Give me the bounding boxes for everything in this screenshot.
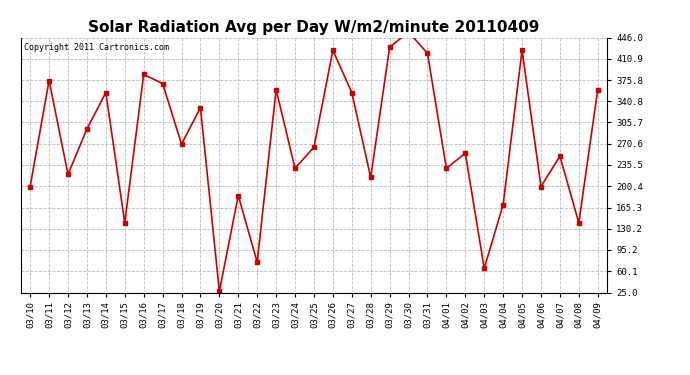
- Title: Solar Radiation Avg per Day W/m2/minute 20110409: Solar Radiation Avg per Day W/m2/minute …: [88, 20, 540, 35]
- Text: Copyright 2011 Cartronics.com: Copyright 2011 Cartronics.com: [23, 43, 168, 52]
